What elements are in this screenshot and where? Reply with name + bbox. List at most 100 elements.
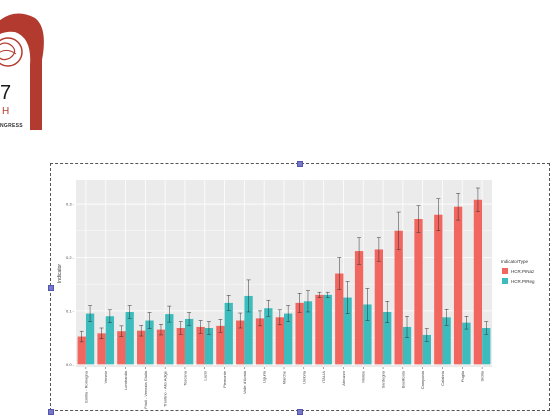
bar-hcr-pinaz	[434, 214, 443, 365]
bar-hcr-pireg	[105, 316, 115, 365]
error-bar	[444, 309, 449, 326]
legend-swatch-hcr-pinaz	[502, 268, 508, 274]
bar-hcr-pinaz	[295, 302, 304, 365]
resize-handle-left[interactable]	[48, 285, 54, 291]
error-bar	[147, 312, 152, 329]
x-tick-label: Trentino - Alto Adige	[163, 370, 168, 407]
y-tick-label: 0.1 -	[66, 308, 75, 313]
resize-handle-top[interactable]	[297, 161, 303, 167]
bar-hcr-pinaz	[156, 329, 166, 365]
bar-hcr-pinaz	[275, 317, 284, 365]
bar-hcr-pireg	[284, 313, 293, 365]
bar-hcr-pireg	[402, 326, 412, 365]
bar-hcr-pinaz	[473, 199, 483, 365]
error-bar	[187, 312, 192, 326]
bar-hcr-pinaz	[354, 251, 364, 365]
error-bar	[365, 288, 370, 321]
bar-hcr-pireg	[224, 302, 233, 365]
error-bar	[345, 281, 350, 314]
bar-hcr-pinaz	[137, 330, 146, 365]
error-bar	[317, 291, 322, 298]
error-bar	[79, 330, 84, 343]
error-bar	[158, 324, 163, 336]
error-bar	[484, 321, 489, 335]
error-bar	[258, 310, 263, 327]
bar-hcr-pireg	[343, 297, 352, 365]
legend-label-hcr-pinaz: HCR.PINaz	[511, 269, 535, 274]
bar-hcr-pireg	[85, 313, 95, 365]
bar-hcr-pinaz	[117, 331, 126, 365]
bars	[77, 199, 491, 365]
error-bar	[464, 315, 469, 330]
error-bar	[385, 301, 390, 323]
x-tick-label: Sardegna	[381, 370, 386, 388]
error-bar	[266, 299, 271, 317]
bar-hcr-pireg	[323, 294, 332, 365]
error-bar	[277, 309, 282, 326]
logo-brain-icon	[0, 37, 23, 67]
error-bar	[88, 305, 93, 322]
x-tick-label: Puglia	[460, 370, 465, 382]
bar-hcr-pinaz	[97, 333, 106, 365]
logo-arch-shape	[0, 13, 44, 130]
logo-letter: H	[2, 106, 10, 117]
error-bar	[357, 237, 362, 265]
y-ticks: 0.0 - 0.1 - 0.2 - 0.3 -	[66, 202, 75, 367]
x-tick-label: Valle d'Aosta	[242, 370, 247, 394]
bar-hcr-pireg	[363, 304, 372, 365]
bar-hcr-pireg	[462, 322, 471, 365]
error-bar	[297, 293, 302, 313]
x-tick-label: Emilia - Romagna	[83, 370, 88, 403]
x-tick-label: Lombardia	[123, 370, 128, 390]
x-tick-label: Liguria	[262, 370, 267, 383]
error-bar	[416, 205, 421, 233]
error-bar	[119, 325, 124, 337]
bar-hcr-pireg	[422, 334, 431, 365]
error-bar	[424, 328, 429, 342]
x-tick-label: Basilicata	[400, 370, 405, 388]
error-bar	[246, 279, 251, 313]
x-tick-label: Abruzzo	[341, 370, 346, 385]
resize-handle-bottom-left[interactable]	[48, 409, 54, 415]
bar-hcr-pinaz	[335, 273, 344, 365]
error-bar	[178, 321, 183, 335]
error-bar	[456, 193, 461, 221]
error-bar	[139, 325, 144, 337]
error-bar	[396, 211, 401, 250]
error-bar	[286, 305, 291, 322]
legend-swatch-hcr-pireg	[502, 278, 508, 284]
error-bar	[436, 198, 441, 232]
error-bar	[475, 187, 480, 212]
bar-hcr-pireg	[165, 314, 174, 365]
bar-hcr-pinaz	[176, 327, 185, 365]
error-bar	[325, 291, 330, 298]
resize-handle-bottom[interactable]	[297, 409, 303, 415]
x-tick-label: Sicilia	[480, 370, 485, 381]
legend: IndicatorType HCR.PINaz HCR.PIReg	[501, 259, 535, 284]
error-bar	[127, 305, 132, 319]
bar-hcr-pinaz	[236, 320, 245, 365]
bar-hcr-pireg	[482, 327, 491, 365]
error-bars	[79, 187, 489, 343]
bar-hcr-pinaz	[196, 326, 205, 365]
bar-hcr-pireg	[383, 311, 392, 365]
x-tick-label: Campania	[420, 370, 425, 389]
bar-hcr-pireg	[303, 301, 313, 365]
x-tick-label: Umbria	[301, 370, 306, 384]
bar-hcr-pinaz	[77, 336, 86, 365]
bar-hcr-pireg	[125, 311, 134, 365]
logo-caption: NGRESS	[0, 123, 23, 129]
error-bar	[305, 290, 310, 313]
error-bar	[337, 257, 342, 290]
logo-emblem	[0, 13, 44, 130]
bar-hcr-pinaz	[453, 206, 463, 365]
error-bar	[198, 320, 203, 334]
error-bar	[107, 309, 112, 323]
bar-hcr-pireg	[204, 327, 214, 365]
bar-hcr-pinaz	[315, 294, 324, 365]
legend-title: IndicatorType	[501, 259, 529, 264]
error-bar	[226, 295, 231, 311]
error-bar	[99, 327, 104, 339]
logo-number: 7	[0, 82, 12, 104]
